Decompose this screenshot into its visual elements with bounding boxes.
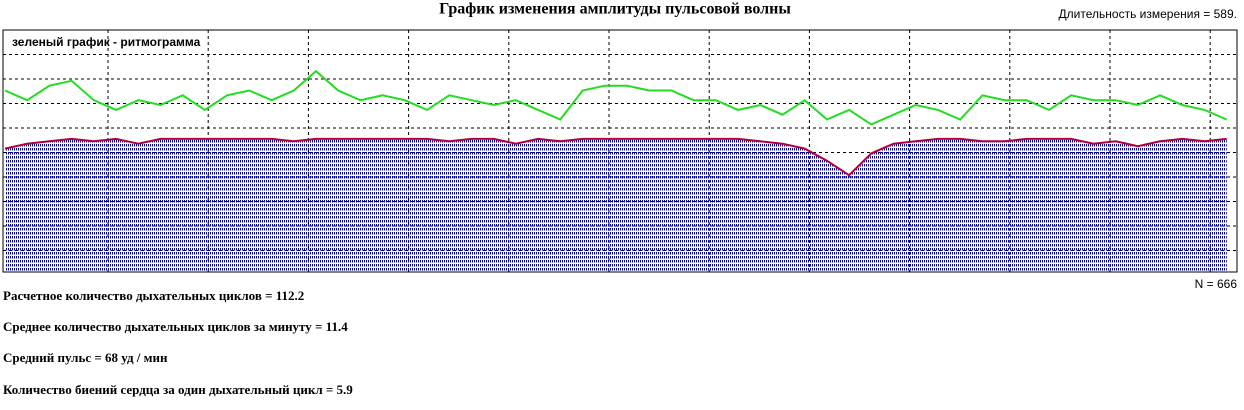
duration-label: Длительность измерения = 589. — [1059, 7, 1237, 21]
series-line — [4, 137, 1227, 177]
chart-title: График изменения амплитуды пульсовой вол… — [439, 1, 791, 18]
stat-line: Расчетное количество дыхательных циклов … — [3, 288, 304, 303]
plot-marks — [4, 69, 1228, 272]
stat-line: Среднее количество дыхательных циклов за… — [3, 319, 348, 334]
stat-line: Средний пульс = 68 уд / мин — [3, 350, 168, 365]
series-line — [4, 69, 1228, 126]
annotation: зеленый график - ритмограмма — [12, 35, 201, 49]
stat-line: Количество биений сердца за один дыхател… — [3, 382, 353, 397]
n-label: N = 666 — [1195, 277, 1238, 291]
area-fill — [5, 138, 1227, 272]
